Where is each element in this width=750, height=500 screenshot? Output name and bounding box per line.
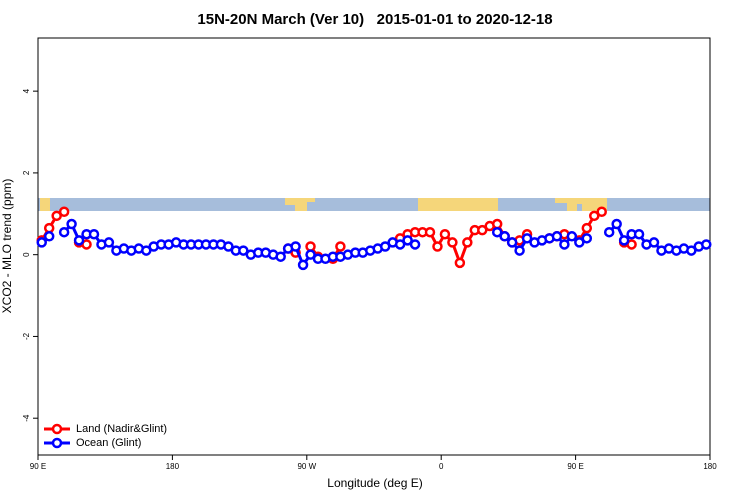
- point: [238, 245, 249, 256]
- point: [447, 237, 458, 248]
- point: [394, 239, 406, 250]
- point: [618, 235, 630, 246]
- legend-marker: [51, 423, 63, 435]
- point: [633, 228, 645, 240]
- point: [491, 226, 503, 238]
- x-tick-label: 180: [703, 462, 717, 471]
- x-tick-label: 180: [166, 462, 180, 471]
- point: [574, 237, 585, 248]
- point: [626, 239, 637, 250]
- point: [581, 233, 593, 244]
- y-tick-label: 0: [22, 252, 31, 257]
- point: [581, 222, 593, 234]
- point: [477, 224, 488, 236]
- point: [701, 239, 712, 250]
- point: [432, 241, 443, 252]
- point: [141, 245, 152, 256]
- point: [521, 233, 533, 244]
- y-tick-label: -2: [22, 332, 31, 340]
- legend-label: Land (Nadir&Glint): [76, 423, 167, 435]
- point: [36, 237, 47, 248]
- point: [275, 251, 286, 262]
- point: [551, 231, 563, 242]
- point: [566, 231, 578, 242]
- point: [51, 210, 62, 222]
- point: [611, 218, 622, 230]
- point: [686, 245, 697, 256]
- point: [58, 226, 70, 238]
- point: [305, 249, 316, 260]
- point: [305, 241, 316, 252]
- point: [379, 241, 391, 252]
- point: [88, 228, 100, 240]
- land-strip: [40, 198, 607, 211]
- point: [81, 239, 92, 250]
- point: [290, 241, 301, 252]
- point: [43, 231, 55, 242]
- y-tick-label: 2: [22, 170, 31, 175]
- point: [402, 235, 413, 246]
- x-axis-label: Longitude (deg E): [327, 476, 422, 490]
- point: [514, 245, 525, 256]
- map-strip: [38, 198, 710, 211]
- point: [439, 228, 451, 240]
- x-tick-label: 90 W: [297, 462, 316, 471]
- x-tick-label: 90 E: [567, 462, 583, 471]
- point: [424, 226, 436, 238]
- point: [648, 237, 660, 248]
- point: [559, 239, 570, 250]
- point: [297, 259, 309, 271]
- point: [596, 206, 607, 217]
- point: [73, 235, 85, 246]
- point: [454, 257, 466, 269]
- chart-title: 15N-20N March (Ver 10) 2015-01-01 to 202…: [197, 11, 552, 28]
- legend-label: Ocean (Glint): [76, 437, 141, 449]
- point: [409, 239, 421, 250]
- point: [603, 226, 615, 238]
- point: [499, 231, 510, 242]
- x-tick-label: 90 E: [30, 462, 46, 471]
- point: [491, 218, 503, 230]
- point: [223, 241, 234, 252]
- point: [103, 237, 115, 248]
- point: [58, 206, 70, 217]
- y-tick-label: -4: [22, 414, 31, 422]
- y-tick-label: 4: [22, 88, 31, 93]
- point: [335, 241, 346, 252]
- legend-marker: [51, 437, 63, 449]
- y-axis-label: XCO2 - MLO trend (ppm): [0, 179, 14, 314]
- point: [462, 237, 473, 248]
- point: [589, 210, 600, 222]
- x-tick-label: 0: [439, 462, 444, 471]
- point: [43, 222, 55, 234]
- point: [506, 237, 518, 248]
- point: [66, 218, 77, 230]
- ocean-strip: [38, 198, 710, 211]
